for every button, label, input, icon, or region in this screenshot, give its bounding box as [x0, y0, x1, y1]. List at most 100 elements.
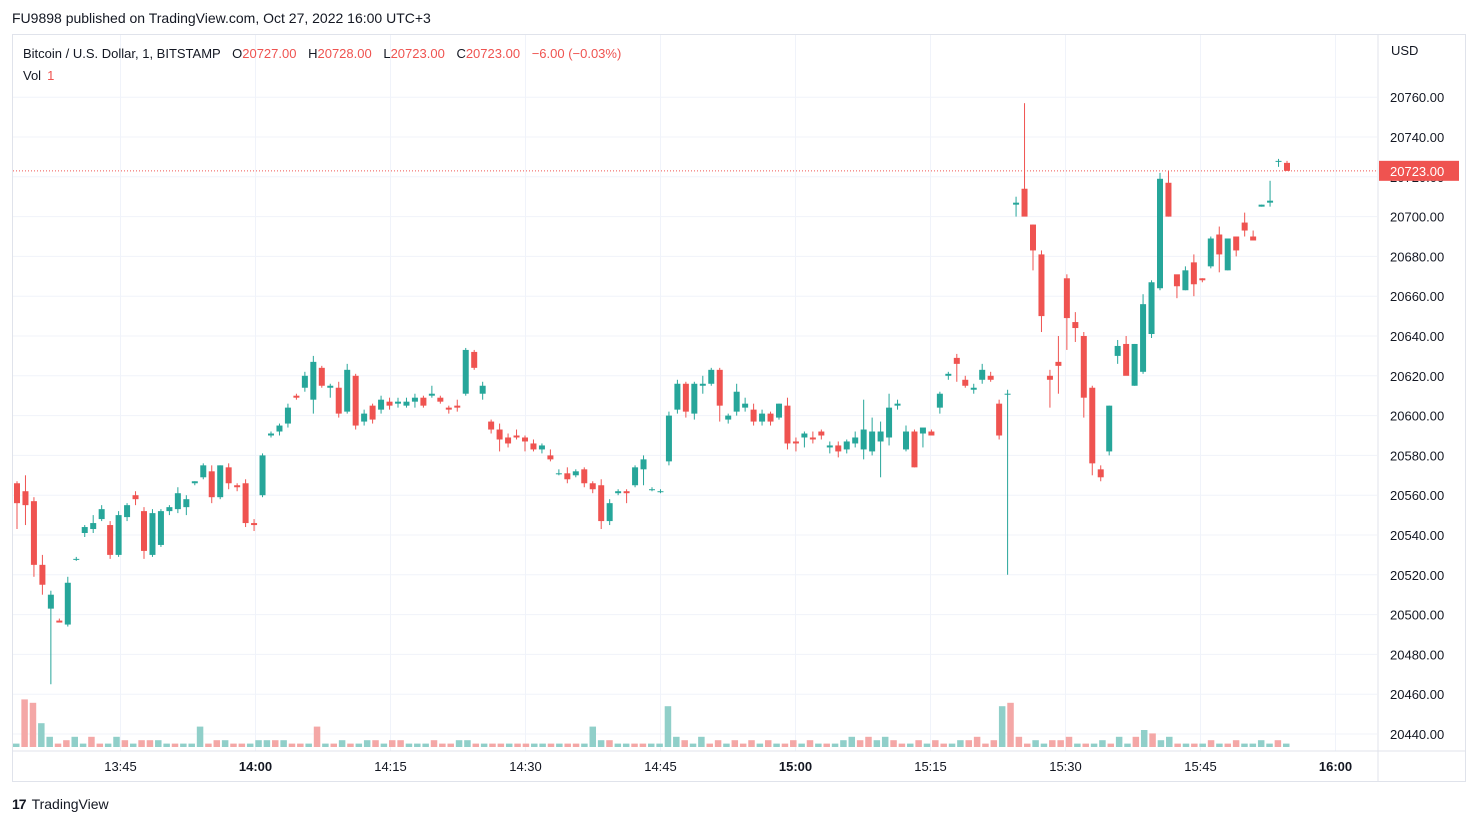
volume-bar: [1216, 743, 1223, 747]
candle-body: [73, 558, 80, 560]
candle-body: [750, 409, 757, 422]
volume-bar: [706, 743, 713, 747]
candle-body: [894, 403, 901, 406]
volume-bar: [965, 740, 972, 747]
volume-bar: [547, 743, 555, 747]
volume-bar: [1099, 740, 1106, 747]
candle-body: [1190, 262, 1197, 285]
volume-bar: [781, 743, 789, 747]
volume-bar: [1107, 743, 1115, 747]
tradingview-logo-icon: 17: [12, 796, 27, 812]
candle-body: [56, 620, 63, 623]
volume-bar: [104, 743, 112, 747]
candle-body: [547, 455, 554, 460]
candle-body: [589, 483, 596, 490]
volume-legend: Vol 1: [23, 68, 54, 83]
volume-bar: [915, 740, 922, 747]
volume-bar: [380, 743, 388, 747]
candle-body: [1148, 282, 1155, 335]
candle-body: [403, 401, 410, 406]
volume-bar: [815, 743, 822, 747]
candle-body: [1097, 469, 1104, 478]
candle-body: [81, 527, 88, 534]
candle-body: [572, 471, 579, 476]
volume-bar: [756, 743, 764, 747]
candle-body: [1250, 236, 1257, 241]
volume-bar: [848, 736, 856, 747]
candle-body: [90, 523, 97, 530]
volume-bar: [46, 736, 53, 747]
candle-body: [166, 507, 173, 512]
volume-bar: [982, 743, 989, 747]
volume-bar: [363, 740, 371, 747]
volume-bar: [272, 740, 279, 747]
candle-body: [581, 469, 588, 484]
volume-bar: [1274, 740, 1282, 747]
volume-series: [13, 699, 1290, 747]
candle-body: [428, 393, 435, 396]
candle-body: [742, 403, 749, 408]
candle-body: [462, 349, 469, 394]
symbol-name[interactable]: Bitcoin / U.S. Dollar, 1, BITSTAMP: [23, 46, 221, 61]
candle-body: [115, 515, 122, 555]
volume-bar: [388, 740, 396, 747]
volume-bar: [1224, 743, 1232, 747]
candle-body: [1080, 336, 1087, 398]
candle-body: [1021, 188, 1028, 217]
volume-bar: [221, 740, 229, 747]
volume-bar: [873, 740, 881, 747]
volume-bar: [238, 743, 246, 747]
candle-body: [208, 471, 215, 498]
y-tick-label: 20480.00: [1390, 647, 1444, 662]
x-tick-label: 15:45: [1184, 759, 1217, 774]
candle-body: [674, 383, 681, 410]
volume-bar: [180, 743, 187, 747]
candle-body: [632, 467, 639, 486]
volume-bar: [138, 740, 145, 747]
low-value: 20723.00: [390, 46, 445, 61]
volume-bar: [29, 702, 37, 747]
x-tick-label: 16:00: [1319, 759, 1352, 774]
y-tick-label: 20440.00: [1390, 727, 1444, 742]
volume-bar: [522, 743, 530, 747]
volume-label[interactable]: Vol: [23, 68, 42, 83]
candle-body: [649, 489, 655, 491]
volume-bar: [1132, 736, 1140, 747]
candle-body: [886, 407, 893, 438]
volume-bar: [673, 736, 680, 747]
candle-body: [538, 445, 545, 450]
volume-bar: [497, 743, 505, 747]
volume-bar: [940, 743, 947, 747]
volume-bar: [923, 743, 931, 747]
volume-bar: [957, 740, 964, 747]
candle-body: [1199, 278, 1206, 281]
volume-bar: [1283, 743, 1290, 747]
close-value: 20723.00: [465, 46, 521, 61]
volume-bar: [480, 743, 488, 747]
volume-bar: [63, 740, 70, 747]
x-tick-label: 14:00: [239, 759, 272, 774]
volume-bar: [121, 740, 129, 747]
volume-bar: [88, 736, 95, 747]
candle-body: [39, 564, 46, 585]
candle-body: [22, 491, 29, 506]
y-tick-label: 20520.00: [1390, 568, 1444, 583]
chart-frame[interactable]: [12, 34, 1466, 782]
candle-body: [962, 379, 969, 386]
candle-body: [259, 455, 266, 496]
candle-body: [488, 421, 495, 430]
candle-body: [640, 459, 647, 470]
volume-bar: [840, 740, 847, 747]
x-tick-label: 15:00: [779, 759, 812, 774]
candle-body: [496, 429, 503, 440]
volume-bar: [1065, 736, 1073, 747]
candle-body: [1131, 343, 1138, 386]
y-tick-label: 20700.00: [1390, 210, 1444, 225]
low-label: L: [383, 46, 391, 61]
volume-bar: [948, 743, 956, 747]
volume-bar: [856, 740, 864, 747]
candle-body: [860, 429, 867, 450]
volume-bar: [932, 740, 939, 747]
candle-body: [598, 485, 605, 522]
